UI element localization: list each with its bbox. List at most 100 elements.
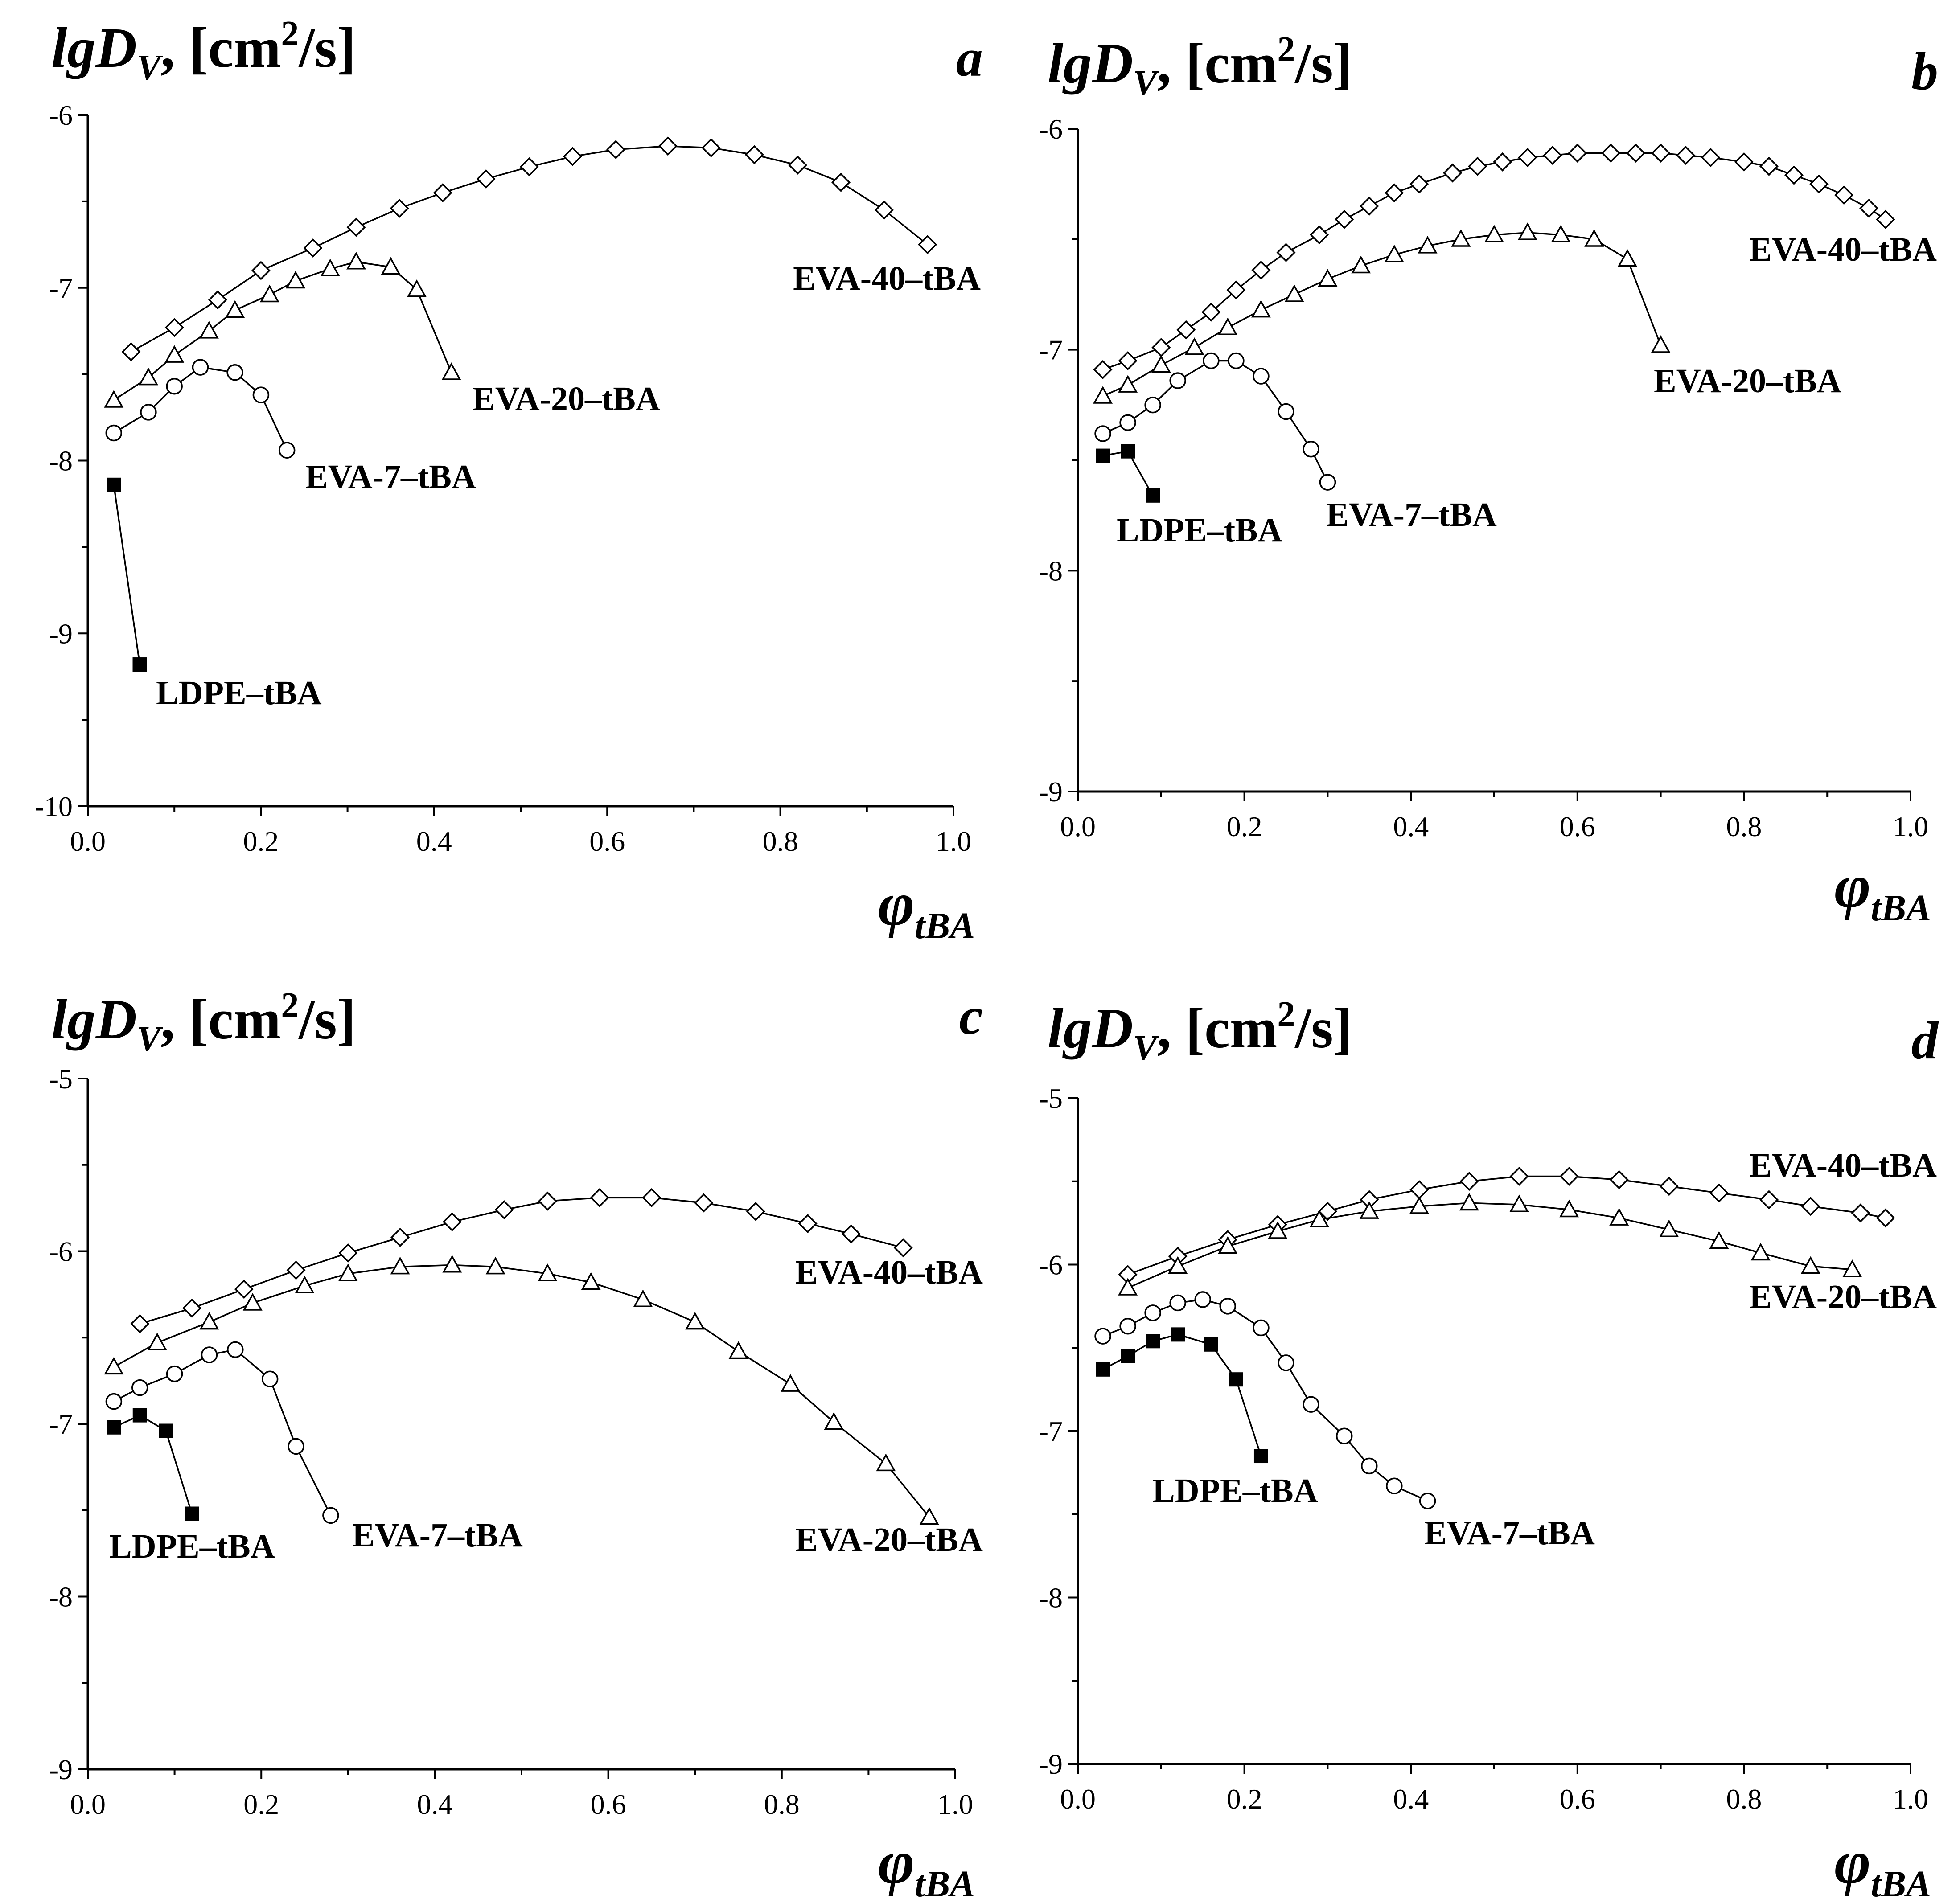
data-point-square [1171, 1327, 1185, 1342]
data-point-diamond [1509, 1167, 1529, 1186]
data-point-diamond [1601, 144, 1620, 163]
data-point-square [1096, 448, 1110, 463]
data-point-diamond [164, 318, 184, 337]
data-point-diamond [1734, 152, 1754, 172]
data-point-diamond [303, 238, 323, 258]
data-point-diamond [1801, 1197, 1820, 1216]
y-tick-label: -8 [49, 1581, 73, 1613]
y-tick-label: -8 [49, 445, 73, 477]
series-eva-40-tba: EVA-40–tBA [1093, 144, 1937, 379]
series-line [1127, 1175, 1886, 1276]
data-point-triangle [1093, 386, 1113, 404]
series-label: EVA-7–tBA [1424, 1514, 1595, 1552]
data-point-circle [252, 386, 270, 403]
y-axis-title-unit: , [cm [160, 16, 281, 79]
data-point-triangle [1484, 225, 1504, 242]
data-point-circle [1361, 1457, 1378, 1475]
series-label: EVA-7–tBA [305, 458, 476, 496]
data-point-circle [1169, 1294, 1186, 1312]
data-point-triangle [1617, 249, 1637, 267]
data-point-circle [105, 424, 123, 442]
y-tick-label: -9 [49, 1754, 73, 1785]
data-point-triangle [1168, 1256, 1188, 1274]
data-point-square [107, 477, 121, 492]
x-tick-label: 0.0 [70, 825, 106, 857]
data-point-diamond [286, 1260, 306, 1280]
panel-c: 0.0 0.2 0.4 0.6 0.8 1.0 -9 -8 -7 -6 -5 lgDV, [cm2/s… [49, 986, 983, 1903]
series-label: EVA-40–tBA [1749, 231, 1937, 268]
data-point-triangle [407, 279, 427, 297]
data-point-circle [1219, 1298, 1236, 1315]
data-point-diamond [234, 1280, 254, 1299]
x-tick-label: 0.2 [243, 1788, 279, 1820]
series-eva-40-tba: EVA-40–tBA [121, 136, 981, 361]
data-point-triangle [1409, 1196, 1429, 1214]
panel-letter: d [1911, 1011, 1939, 1070]
y-axis-title-unit-end: /s] [1294, 32, 1352, 95]
y-tick-label: -6 [1039, 1249, 1063, 1281]
data-point-triangle [320, 258, 340, 277]
data-point-circle [1144, 1304, 1161, 1321]
data-point-diamond [1518, 148, 1537, 167]
data-point-diamond [494, 1200, 514, 1219]
data-point-diamond [1759, 156, 1779, 176]
data-point-square [1096, 1362, 1110, 1377]
data-point-triangle [441, 362, 461, 380]
data-point-triangle [242, 1293, 263, 1311]
data-point-triangle [1184, 337, 1204, 355]
data-point-triangle [1384, 244, 1404, 262]
data-point-triangle [1118, 375, 1138, 393]
data-point-square [1121, 1349, 1135, 1363]
data-point-diamond [1226, 280, 1246, 300]
data-point-diamond [590, 1188, 609, 1207]
y-axis-title-symbol: lgD [51, 16, 137, 79]
x-tick-label: 0.2 [1227, 1783, 1262, 1815]
data-point-circle [1278, 403, 1294, 420]
data-point-triangle [1151, 355, 1171, 373]
series-ldpe-tba: LDPE–tBA [1096, 444, 1282, 549]
data-point-circle [1253, 1319, 1270, 1337]
x-tick-label: 1.0 [936, 825, 971, 857]
data-point-diamond [1409, 174, 1429, 194]
data-point-circle [1278, 1354, 1294, 1371]
data-point-diamond [1385, 183, 1404, 203]
data-point-circle [1119, 414, 1136, 431]
series-line [140, 1197, 904, 1325]
x-tick-label: 0.4 [416, 825, 452, 857]
data-point-triangle [1509, 1194, 1529, 1212]
x-tick-label: 0.8 [1726, 1783, 1762, 1815]
series-line [1102, 360, 1328, 483]
data-point-diamond [875, 200, 894, 220]
data-point-circle [1094, 425, 1111, 442]
data-point-diamond [442, 1212, 462, 1232]
series-eva-7-tba: EVA-7–tBA [1094, 1291, 1595, 1552]
data-point-diamond [1251, 260, 1271, 280]
y-axis-title-subscript: V [137, 1020, 163, 1059]
x-tick-label: 1.0 [1893, 811, 1928, 842]
data-point-diamond [563, 147, 582, 166]
x-axis-title: φtBA [878, 1828, 975, 1903]
data-point-circle [1203, 352, 1220, 369]
x-tick-label: 0.8 [763, 825, 798, 857]
series-line [131, 145, 928, 353]
data-point-triangle [876, 1453, 896, 1472]
data-point-triangle [1268, 1221, 1288, 1239]
data-point-triangle [581, 1272, 601, 1290]
series-line [113, 261, 452, 401]
data-point-diamond [1118, 351, 1138, 370]
data-point-circle [140, 404, 157, 421]
data-point-diamond [251, 261, 271, 280]
data-point-diamond [694, 1193, 714, 1213]
x-axis-title-symbol: φ [878, 1828, 915, 1897]
data-point-circle [105, 1393, 123, 1410]
series-eva-20-tba: EVA-20–tBA [1093, 222, 1841, 404]
data-point-diamond [1651, 144, 1671, 163]
series-label: EVA-20–tBA [473, 380, 660, 418]
data-point-diamond [1409, 1180, 1429, 1199]
data-point-square [1204, 1337, 1218, 1352]
y-tick-label: -8 [1039, 1582, 1063, 1614]
data-point-diamond [831, 172, 851, 192]
series-line [1102, 232, 1662, 397]
y-axis-title-symbol: lgD [1048, 32, 1133, 95]
data-point-diamond [1443, 163, 1463, 183]
